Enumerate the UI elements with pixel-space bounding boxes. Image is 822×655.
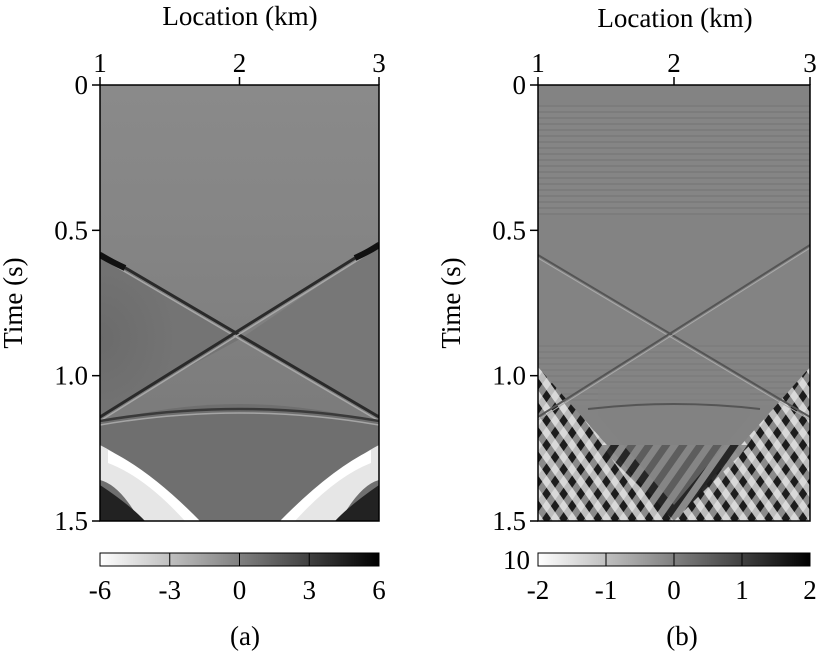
panel-a-axes: 1 2 3 0 0.5 1.0 1.5: [54, 48, 386, 536]
panel-a-y-tick-label: 1.5: [54, 506, 88, 536]
panel-a-colorbar-tick-label: -3: [159, 575, 182, 605]
panel-b-y-tick-label: 0: [513, 70, 527, 100]
panel-a-image: [100, 85, 379, 521]
panel-a-colorbar-tick-label: -6: [89, 575, 112, 605]
panel-b-colorbar-tick-label: -1: [595, 575, 618, 605]
panel-b-colorbar-tick-label: 0: [667, 575, 681, 605]
panel-b-ylabel: Time (s): [436, 257, 466, 348]
panel-b-x-tick-label: 1: [531, 48, 545, 78]
panel-a-ylabel: Time (s): [0, 257, 28, 348]
panel-b-image: [538, 85, 810, 521]
panel-b-colorbar-ticks: -2 -1 0 1 2: [527, 553, 817, 605]
panel-a-colorbar-tick-label: 3: [303, 575, 317, 605]
panel-a-x-tick-label: 1: [93, 48, 107, 78]
panel-b-colorbar-tick-label: 1: [735, 575, 749, 605]
panel-a-colorbar-tick-label: 0: [233, 575, 247, 605]
panel-b-colorbar-exponent: 10: [503, 545, 530, 575]
panel-b-colorbar-tick-label: -2: [527, 575, 550, 605]
panel-a-y-tick-label: 0.5: [54, 215, 88, 245]
panel-b-y-tick-label: 1.5: [492, 506, 526, 536]
panel-a-x-tick-label: 2: [233, 48, 247, 78]
panel-a-colorbar-tick-label: 6: [372, 575, 386, 605]
panel-b: 1 2 300.51.01.5 Location (km) Time (s) -2-…: [436, 3, 817, 651]
panel-b-y-tick-label: 1.0: [492, 361, 526, 391]
panel-b-axes: 1 2 3 0 0.5 1.0 1.5: [492, 48, 817, 536]
panel-b-y-tick-label: 0.5: [492, 215, 526, 245]
panel-a-colorbar-ticks: -6 -3 0 3 6: [89, 553, 386, 605]
panel-b-xlabel: Location (km): [597, 3, 752, 33]
panel-b-x-tick-label: 2: [667, 48, 681, 78]
panel-a-x-tick-label: 3: [372, 48, 386, 78]
panel-b-x-tick-label: 3: [803, 48, 817, 78]
panel-a-xlabel: Location (km): [162, 1, 317, 31]
panel-a-y-tick-label: 1.0: [54, 361, 88, 391]
panel-b-colorbar-tick-label: 2: [803, 575, 817, 605]
panel-b-label: (b): [666, 621, 697, 651]
panel-a: 1 2 300.51.01.5 Location (km) Time (s) -6-…: [0, 1, 386, 651]
panel-a-label: (a): [230, 621, 260, 651]
panel-a-y-tick-label: 0: [75, 70, 89, 100]
